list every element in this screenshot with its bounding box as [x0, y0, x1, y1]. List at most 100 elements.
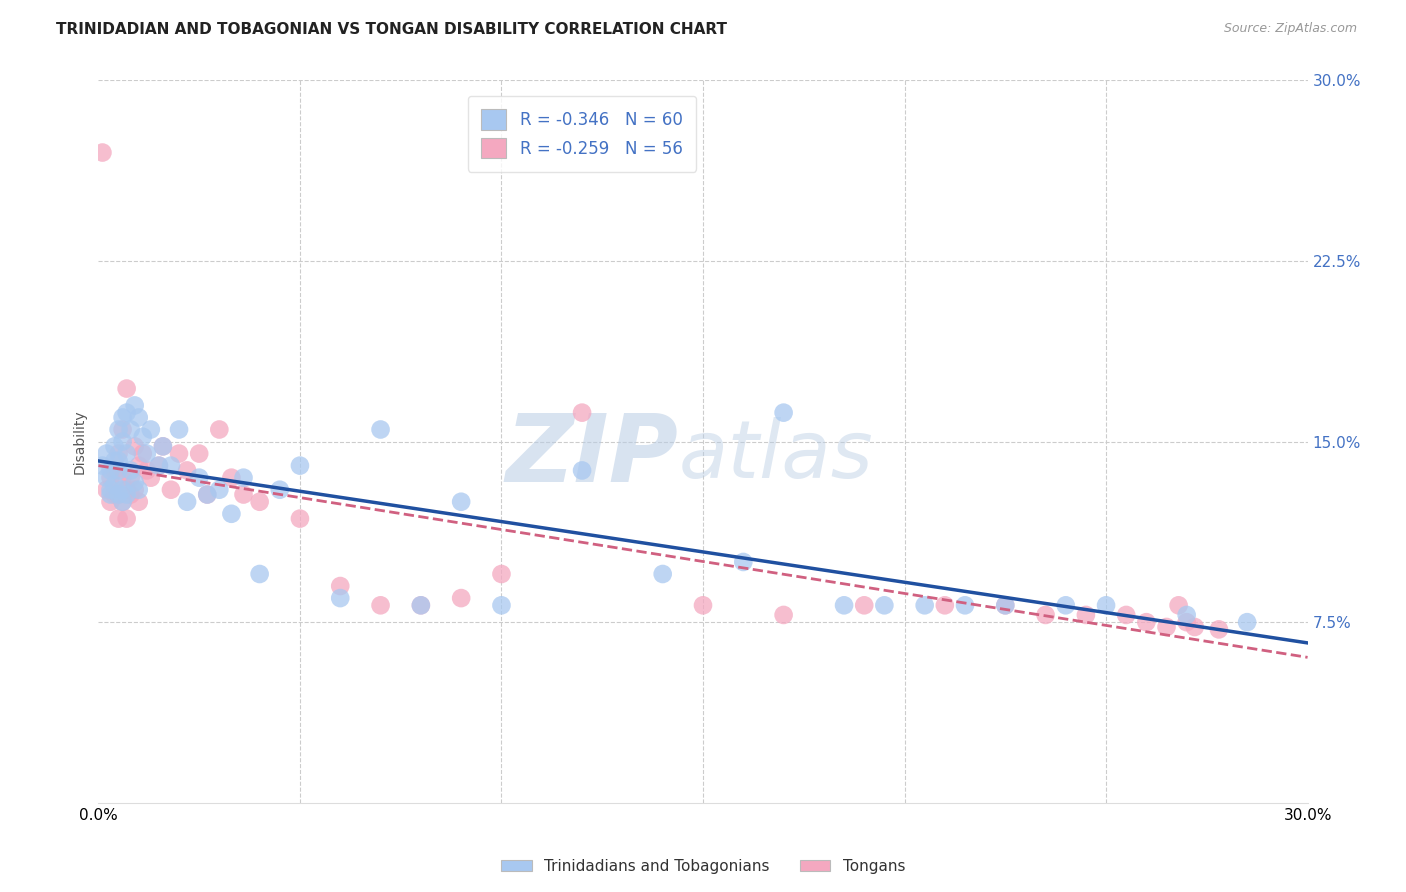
- Point: [139, 422, 162, 436]
- Point: [176, 463, 198, 477]
- Point: [96, 446, 118, 460]
- Point: [934, 599, 956, 613]
- Point: [1095, 599, 1118, 613]
- Point: [994, 599, 1017, 613]
- Point: [107, 511, 129, 525]
- Point: [139, 470, 162, 484]
- Point: [132, 446, 155, 460]
- Point: [853, 599, 876, 613]
- Point: [1184, 620, 1206, 634]
- Point: [1208, 623, 1230, 637]
- Point: [1035, 607, 1057, 622]
- Point: [832, 599, 855, 613]
- Y-axis label: Disability: Disability: [73, 409, 87, 474]
- Point: [100, 470, 122, 484]
- Point: [994, 599, 1017, 613]
- Point: [107, 446, 129, 460]
- Point: [96, 483, 118, 497]
- Point: [232, 487, 254, 501]
- Point: [103, 463, 125, 477]
- Point: [103, 478, 125, 492]
- Point: [91, 458, 114, 473]
- Point: [103, 439, 125, 453]
- Point: [115, 483, 138, 497]
- Point: [491, 599, 513, 613]
- Point: [1156, 620, 1178, 634]
- Point: [249, 567, 271, 582]
- Point: [1175, 615, 1198, 630]
- Point: [100, 494, 122, 508]
- Point: [188, 470, 211, 484]
- Point: [91, 145, 114, 160]
- Point: [107, 487, 129, 501]
- Point: [111, 494, 134, 508]
- Point: [772, 607, 794, 622]
- Point: [195, 487, 218, 501]
- Point: [103, 487, 125, 501]
- Point: [221, 507, 243, 521]
- Legend: Trinidadians and Tobagonians, Tongans: Trinidadians and Tobagonians, Tongans: [495, 853, 911, 880]
- Point: [370, 599, 392, 613]
- Point: [107, 487, 129, 501]
- Text: Source: ZipAtlas.com: Source: ZipAtlas.com: [1223, 22, 1357, 36]
- Point: [148, 458, 170, 473]
- Point: [115, 487, 138, 501]
- Point: [152, 439, 174, 453]
- Point: [329, 579, 352, 593]
- Point: [107, 463, 129, 477]
- Point: [115, 382, 138, 396]
- Point: [160, 483, 183, 497]
- Point: [103, 454, 125, 468]
- Point: [1054, 599, 1077, 613]
- Point: [692, 599, 714, 613]
- Point: [167, 422, 190, 436]
- Point: [953, 599, 976, 613]
- Text: ZIP: ZIP: [506, 410, 679, 502]
- Point: [249, 494, 271, 508]
- Point: [148, 458, 170, 473]
- Point: [409, 599, 432, 613]
- Point: [120, 422, 142, 436]
- Point: [1236, 615, 1258, 630]
- Point: [100, 483, 122, 497]
- Point: [124, 439, 146, 453]
- Point: [128, 458, 150, 473]
- Point: [1167, 599, 1189, 613]
- Point: [111, 483, 134, 497]
- Point: [100, 487, 122, 501]
- Point: [188, 446, 211, 460]
- Point: [329, 591, 352, 605]
- Point: [571, 463, 593, 477]
- Point: [132, 430, 155, 444]
- Point: [124, 475, 146, 490]
- Point: [772, 406, 794, 420]
- Point: [409, 599, 432, 613]
- Point: [111, 470, 134, 484]
- Legend: R = -0.346   N = 60, R = -0.259   N = 56: R = -0.346 N = 60, R = -0.259 N = 56: [468, 95, 696, 171]
- Point: [269, 483, 291, 497]
- Point: [107, 454, 129, 468]
- Point: [115, 511, 138, 525]
- Point: [128, 494, 150, 508]
- Point: [111, 434, 134, 449]
- Point: [873, 599, 896, 613]
- Point: [221, 470, 243, 484]
- Point: [733, 555, 755, 569]
- Point: [120, 470, 142, 484]
- Point: [208, 483, 231, 497]
- Point: [111, 410, 134, 425]
- Point: [232, 470, 254, 484]
- Point: [115, 446, 138, 460]
- Point: [1074, 607, 1097, 622]
- Point: [124, 483, 146, 497]
- Point: [135, 463, 157, 477]
- Point: [208, 422, 231, 436]
- Point: [450, 591, 472, 605]
- Point: [111, 494, 134, 508]
- Point: [651, 567, 673, 582]
- Point: [914, 599, 936, 613]
- Point: [107, 422, 129, 436]
- Point: [160, 458, 183, 473]
- Text: TRINIDADIAN AND TOBAGONIAN VS TONGAN DISABILITY CORRELATION CHART: TRINIDADIAN AND TOBAGONIAN VS TONGAN DIS…: [56, 22, 727, 37]
- Point: [288, 458, 311, 473]
